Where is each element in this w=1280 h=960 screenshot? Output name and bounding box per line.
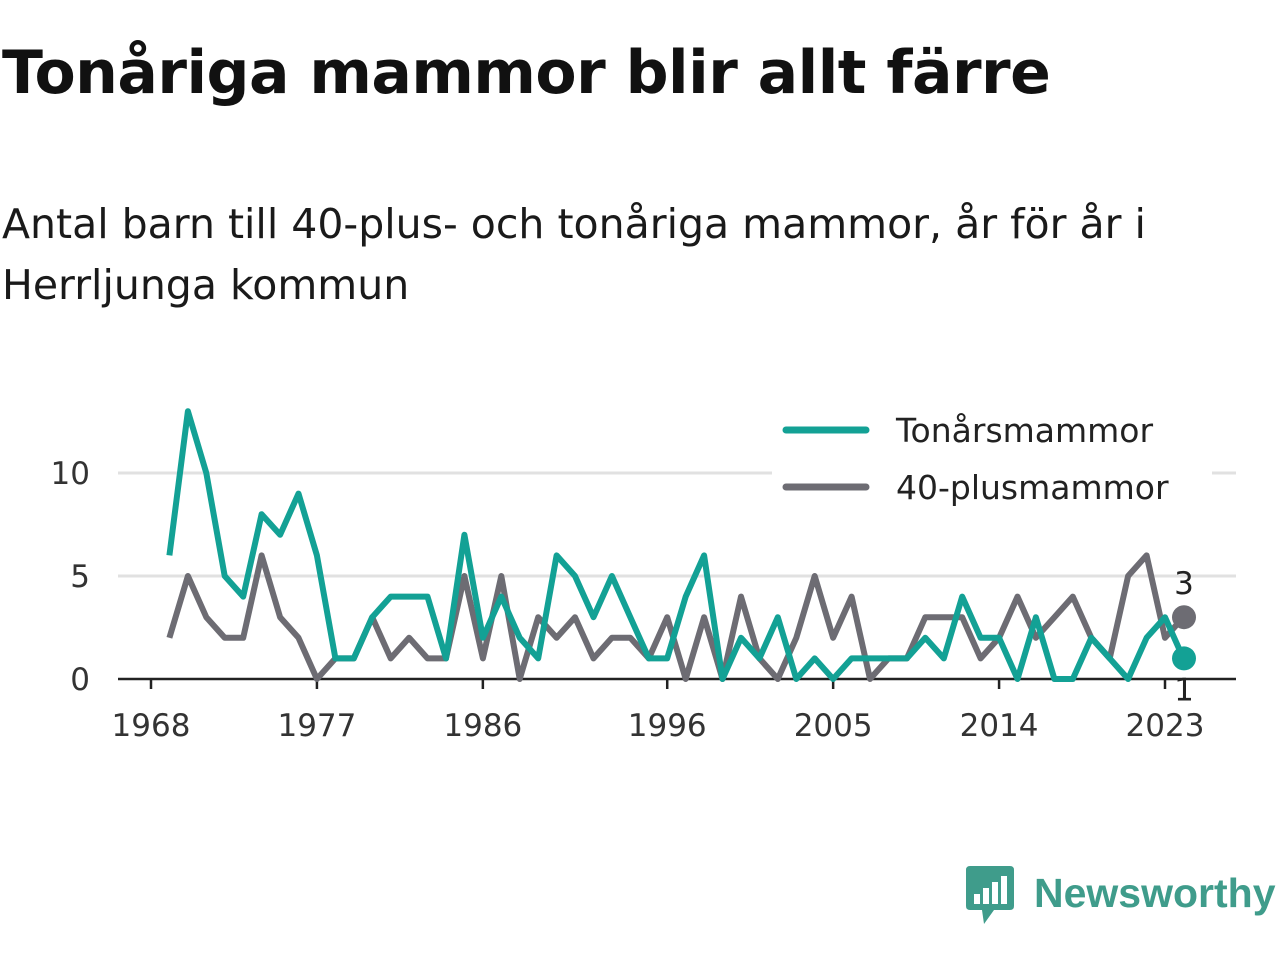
end-point-tonarsmammor	[1172, 646, 1196, 671]
x-tick-label-2014: 2014	[960, 708, 1039, 744]
newsworthy-logo: Newsworthy	[964, 864, 1276, 926]
x-tick-label-2023: 2023	[1126, 708, 1205, 744]
y-tick-label-10: 10	[51, 456, 90, 492]
x-tick-label-1968: 1968	[112, 708, 191, 744]
end-value-label-40-plusmammor: 3	[1174, 566, 1194, 602]
legend-label-40-plusmammor: 40-plusmammor	[896, 468, 1169, 507]
x-tick-label-1996: 1996	[628, 708, 707, 744]
chart-title: Tonåriga mammor blir allt färre	[2, 38, 1051, 108]
end-point-40-plusmammor	[1172, 605, 1196, 630]
x-tick-label-1977: 1977	[277, 708, 356, 744]
tick-labels: 0 5 10 1968 1977 1986 1996 2005 2014 2023	[51, 456, 1205, 744]
legend-label-tonarsmammor: Tonårsmammor	[895, 411, 1153, 450]
x-tick-label-1986: 1986	[443, 708, 522, 744]
newsworthy-logo-icon	[966, 866, 1014, 924]
brand-name: Newsworthy	[1034, 869, 1276, 916]
legend-background	[772, 400, 1212, 512]
x-tick-label-2005: 2005	[794, 708, 873, 744]
end-markers: 31	[1172, 566, 1196, 708]
series-lines	[166, 408, 1187, 682]
series-line-tonarsmammor	[166, 408, 1187, 682]
y-tick-label-5: 5	[70, 559, 90, 595]
end-value-label-tonarsmammor: 1	[1174, 672, 1194, 708]
y-tick-label-0: 0	[70, 662, 90, 698]
legend: Tonårsmammor 40-plusmammor	[772, 400, 1212, 512]
chart-subtitle: Antal barn till 40-plus- och tonåriga ma…	[2, 200, 1146, 309]
